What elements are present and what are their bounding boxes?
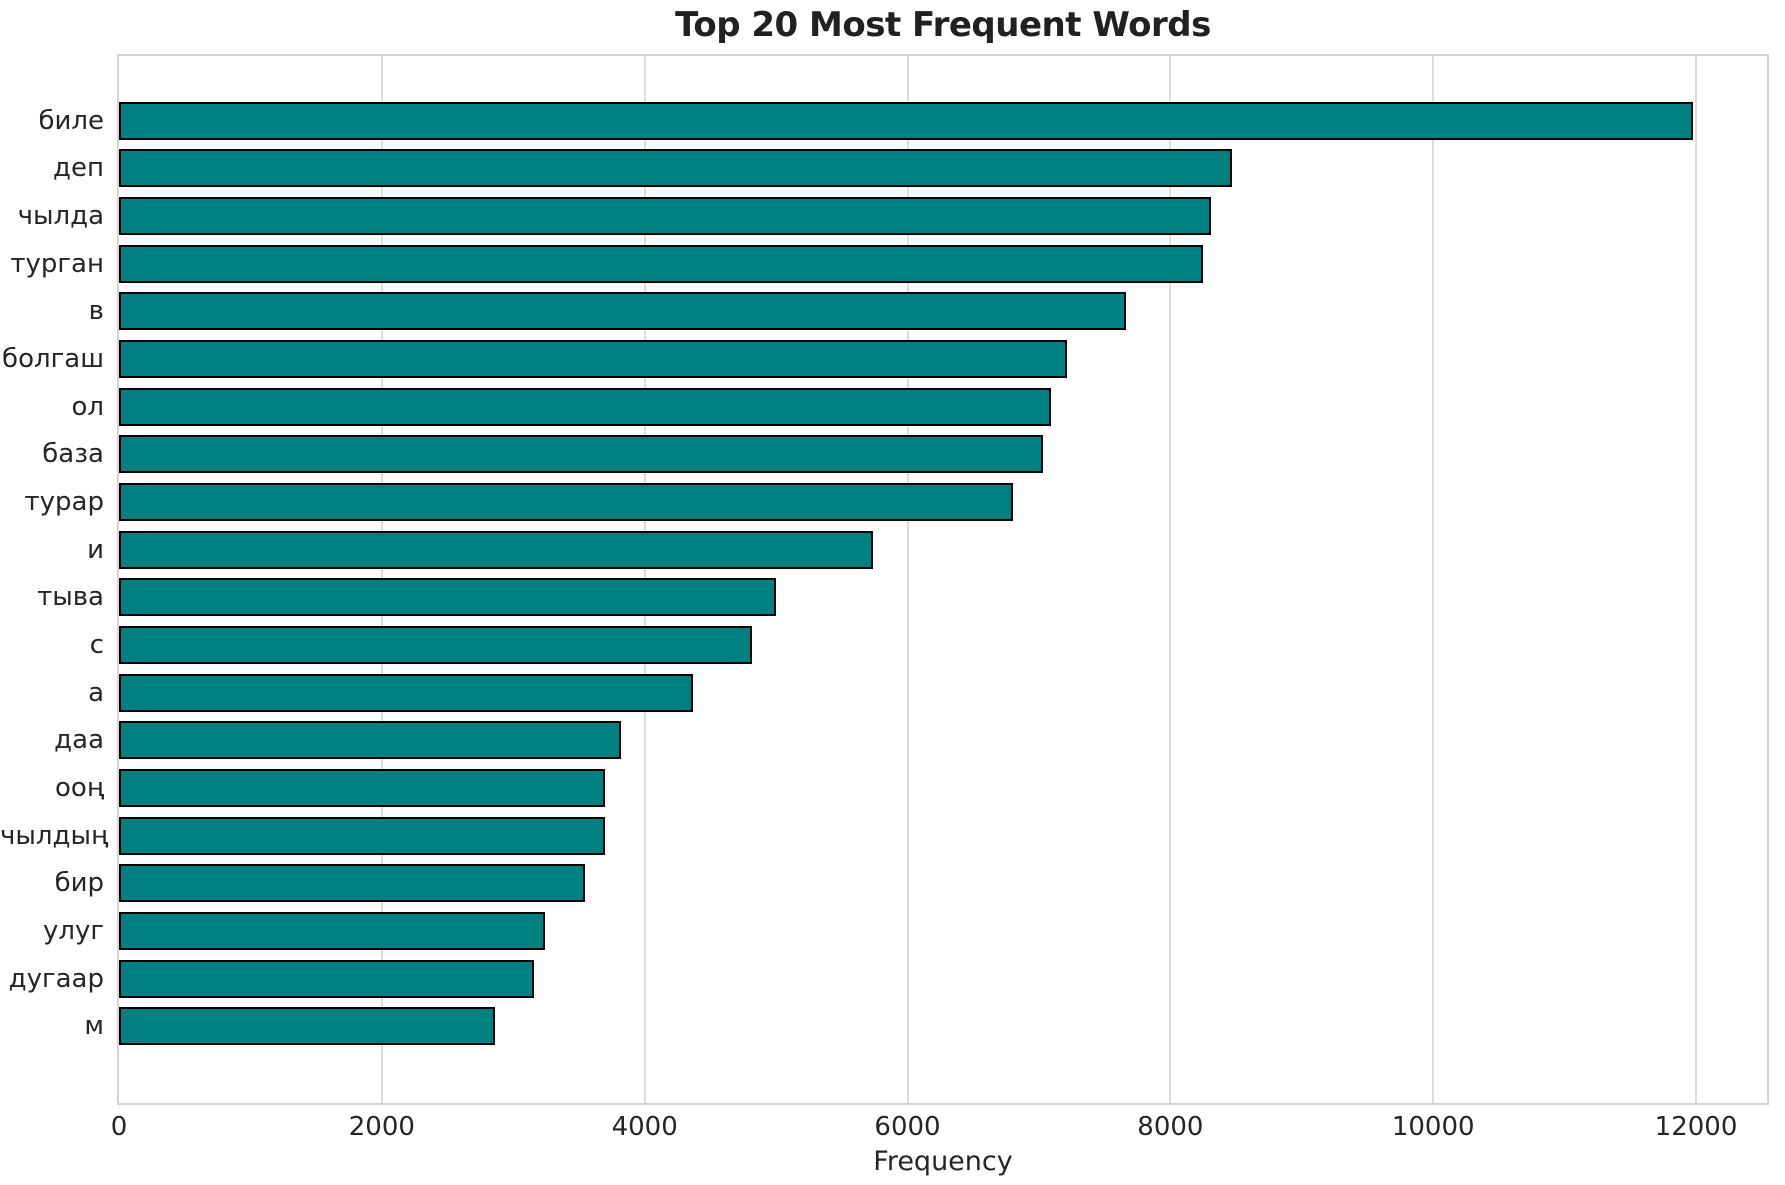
x-tick-label-10000: 10000 <box>1391 1112 1475 1142</box>
bar-м <box>119 1007 495 1046</box>
y-tick-label-бир: бир <box>54 868 104 899</box>
bar-чылда <box>119 197 1211 236</box>
bar-улуг <box>119 911 545 950</box>
y-tick-label-м: м <box>84 1011 104 1042</box>
y-tick-label-турар: турар <box>24 487 104 517</box>
x-tick-label-8000: 8000 <box>1137 1112 1204 1142</box>
y-tick-label-а: а <box>88 677 104 708</box>
x-tick-label-6000: 6000 <box>874 1112 941 1142</box>
bar-чылдың <box>119 816 605 855</box>
x-tick-label-12000: 12000 <box>1654 1112 1738 1142</box>
bar-тыва <box>119 578 776 617</box>
bar-турар <box>119 483 1013 521</box>
y-tick-label-улуг: улуг <box>42 915 104 946</box>
bar-и <box>119 530 873 569</box>
y-tick-label-чылда: чылда <box>17 201 104 232</box>
y-tick-label-биле: биле <box>38 105 104 136</box>
chart-title: Top 20 Most Frequent Words <box>675 5 1211 45</box>
bar-ол <box>119 387 1051 426</box>
bar-биле <box>119 101 1693 140</box>
gridline-x-10000 <box>1432 56 1435 1103</box>
y-tick-label-дугаар: дугаар <box>8 963 104 994</box>
y-tick-label-даа: даа <box>54 725 104 756</box>
x-tick-label-0: 0 <box>110 1112 128 1142</box>
y-tick-label-турган: турган <box>10 248 104 279</box>
gridline-x-8000 <box>1169 56 1172 1103</box>
y-tick-label-с: с <box>89 630 104 660</box>
bar-турган <box>119 244 1203 283</box>
bar-ооң <box>119 768 605 807</box>
y-tick-label-в: в <box>88 296 104 327</box>
y-tick-label-ооң: ооң <box>55 772 104 803</box>
bar-база <box>119 435 1043 474</box>
x-tick-label-4000: 4000 <box>611 1112 678 1142</box>
bar-даа <box>119 721 621 760</box>
y-tick-label-деп: деп <box>53 153 104 184</box>
bar-бир <box>119 864 585 903</box>
y-tick-label-чылдың: чылдың <box>0 820 109 851</box>
bar-в <box>119 292 1126 331</box>
y-tick-label-тыва: тыва <box>37 582 104 613</box>
plot-area <box>117 54 1769 1105</box>
bar-деп <box>119 149 1232 188</box>
bar-а <box>119 673 693 712</box>
x-tick-label-2000: 2000 <box>348 1112 415 1142</box>
y-tick-label-база: база <box>42 439 104 470</box>
y-tick-label-ол: ол <box>71 391 104 422</box>
bar-дугаар <box>119 959 534 998</box>
gridline-x-6000 <box>906 56 909 1103</box>
x-axis-label: Frequency <box>873 1146 1013 1177</box>
bar-болгаш <box>119 340 1067 379</box>
y-tick-label-и: и <box>87 534 104 565</box>
y-tick-label-болгаш: болгаш <box>2 344 104 375</box>
bar-с <box>119 626 752 664</box>
gridline-x-12000 <box>1695 56 1698 1103</box>
